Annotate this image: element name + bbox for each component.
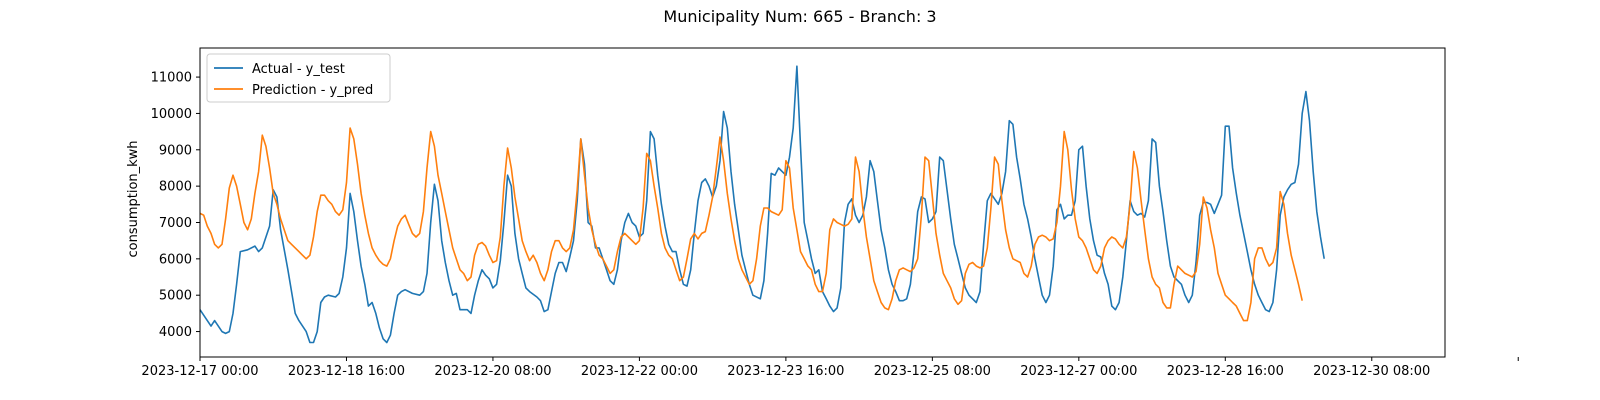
x-tick-label: 2023-12-30 08:00: [1313, 364, 1430, 379]
y-tick-label: 5000: [159, 289, 192, 304]
y-tick-label: 9000: [159, 143, 192, 158]
y-tick-label: 6000: [159, 252, 192, 267]
series-lines: [199, 65, 1325, 344]
chart-title: Municipality Num: 665 - Branch: 3: [663, 7, 936, 26]
x-tick-label: 2023-12-20 08:00: [434, 364, 551, 379]
y-tick-label: 11000: [151, 71, 192, 86]
series-line-0: [199, 65, 1325, 344]
x-tick-label: 2023-12-17 00:00: [141, 364, 258, 379]
legend: Actual - y_test Prediction - y_pred: [206, 53, 391, 103]
y-tick-label: 4000: [159, 325, 192, 340]
y-axis-label: consumption_kwh: [126, 140, 141, 257]
x-tick-label: 2023-12-18 16:00: [288, 364, 405, 379]
series-line-1: [199, 127, 1303, 322]
axes-frame: [199, 47, 1446, 358]
x-tick-label: 2023-12-28 16:00: [1167, 364, 1284, 379]
x-tick-label: 2023-12-22 00:00: [581, 364, 698, 379]
y-tick-label: 8000: [159, 180, 192, 195]
legend-label: Prediction - y_pred: [252, 83, 373, 98]
x-tick-label: 2023-12-23 16:00: [727, 364, 844, 379]
y-tick-label: 10000: [151, 107, 192, 122]
x-tick-label: 2023-12-27 00:00: [1020, 364, 1137, 379]
legend-box: [206, 53, 391, 103]
legend-label: Actual - y_test: [252, 62, 345, 77]
y-tick-label: 7000: [159, 216, 192, 231]
x-tick-label: 2023-12-25 08:00: [874, 364, 991, 379]
axes: 4000 5000 6000 7000 8000 9000 10000 11000 2023-1…: [141, 47, 1519, 379]
